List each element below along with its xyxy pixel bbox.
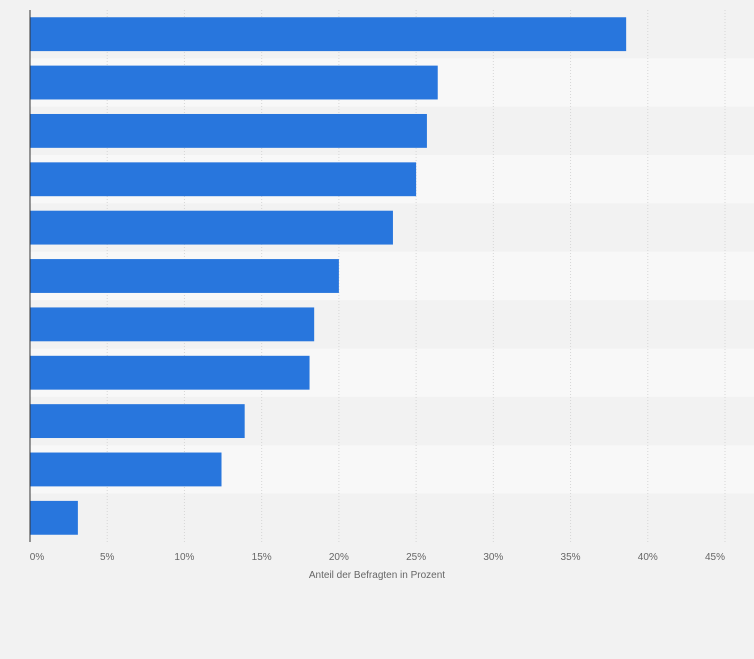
bar[interactable] [30, 210, 393, 245]
footer-area [0, 590, 754, 659]
bar[interactable] [30, 259, 339, 293]
bar[interactable] [30, 113, 427, 148]
row-band [30, 493, 754, 542]
x-tick-label: 30% [483, 552, 503, 563]
bar[interactable] [30, 404, 245, 439]
bars [30, 17, 627, 535]
x-tick-label: 10% [174, 552, 194, 563]
chart-container: 0% 5% 10% 15% 20% 25% 30% 35% 40% 45% Anteil der … [29, 10, 754, 581]
x-tick-label: 20% [329, 552, 349, 563]
x-tick-labels: 0% 5% 10% 15% 20% 25% 30% 35% 40% 45% [30, 552, 725, 563]
x-tick-label: 45% [705, 552, 725, 563]
x-tick-label: 25% [406, 552, 426, 563]
x-tick-label: 0% [30, 552, 45, 563]
bar[interactable] [30, 452, 222, 487]
bar[interactable] [30, 65, 438, 100]
x-tick-label: 40% [638, 552, 658, 563]
bar[interactable] [30, 500, 78, 535]
x-tick-label: 15% [252, 552, 272, 563]
bar-chart: 0% 5% 10% 15% 20% 25% 30% 35% 40% 45% Anteil der … [29, 10, 754, 581]
bar[interactable] [30, 307, 315, 342]
x-tick-label: 5% [100, 552, 115, 563]
bar[interactable] [30, 162, 417, 197]
bar[interactable] [30, 17, 627, 52]
x-axis-title: Anteil der Befragten in Prozent [309, 570, 445, 581]
x-tick-label: 35% [561, 552, 581, 563]
bar[interactable] [30, 355, 310, 390]
